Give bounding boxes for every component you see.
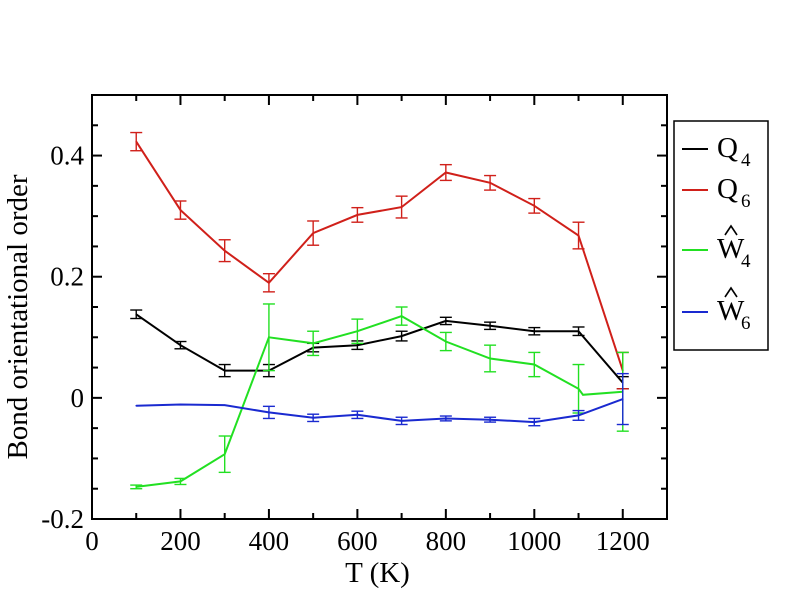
y-tick-label: 0: [71, 383, 85, 413]
legend-label-subscript: 4: [741, 150, 751, 171]
data-point-marker: [582, 394, 584, 396]
data-point: [484, 344, 497, 373]
data-point: [572, 363, 585, 414]
data-point: [528, 197, 541, 214]
data-point: [572, 326, 585, 337]
series-layer: [130, 131, 629, 490]
data-point: [439, 316, 452, 326]
data-point: [351, 206, 364, 223]
data-point: [218, 363, 231, 378]
data-point: [439, 331, 452, 352]
data-point: [528, 417, 541, 427]
x-tick-label: 1000: [507, 526, 561, 556]
legend-hat-mark: [724, 286, 738, 298]
series-line-w4: [136, 315, 623, 488]
data-point: [218, 239, 231, 263]
data-point: [174, 340, 187, 350]
x-axis-title: T (K): [345, 557, 410, 589]
data-point-marker: [179, 403, 182, 406]
axes-layer: 0 200 400 600 800 1000 1200-0.200.20.4: [41, 94, 668, 556]
data-point-marker: [135, 404, 138, 407]
data-point: [616, 372, 629, 426]
data-point: [135, 404, 138, 407]
x-tick-label: 800: [426, 526, 467, 556]
legend-label-subscript: 4: [741, 251, 751, 272]
legend-label: W: [717, 233, 745, 265]
x-tick-label: 600: [337, 526, 378, 556]
legend-label: Q: [717, 173, 738, 205]
data-point: [218, 435, 231, 474]
data-point: [174, 477, 187, 486]
y-tick-label: -0.2: [41, 504, 84, 534]
data-point: [572, 409, 585, 421]
x-tick-label: 400: [249, 526, 290, 556]
data-point: [130, 131, 143, 152]
data-point-marker: [223, 404, 226, 406]
data-point: [174, 200, 187, 220]
series-line-q6: [135, 141, 624, 371]
data-point: [439, 415, 452, 422]
data-point: [351, 318, 364, 345]
data-point: [262, 272, 275, 293]
data-point: [395, 330, 408, 342]
x-tick-label: 1200: [596, 526, 650, 556]
data-point: [130, 484, 143, 490]
legend-label: Q: [717, 132, 738, 164]
legend-label-subscript: 6: [741, 313, 751, 334]
data-point: [484, 416, 497, 423]
data-point: [307, 413, 320, 423]
data-point: [484, 174, 497, 191]
data-point: [351, 410, 364, 420]
data-point: [395, 416, 408, 426]
legend-entry-w4: W4: [682, 224, 751, 272]
data-point: [528, 326, 541, 336]
legend-entry-w6: W6: [682, 286, 751, 334]
legend-label: W: [717, 295, 745, 327]
data-point: [262, 303, 275, 372]
y-tick-label: 0.2: [50, 262, 84, 292]
legend-label-subscript: 6: [741, 191, 751, 212]
y-tick-label: 0.4: [50, 141, 84, 171]
series-line-w6: [136, 398, 624, 424]
data-point: [439, 163, 452, 182]
data-point: [395, 306, 408, 326]
data-point: [484, 321, 497, 331]
series-q6: [130, 131, 629, 390]
x-tick-label: 200: [160, 526, 201, 556]
data-point: [262, 405, 275, 420]
data-point: [223, 404, 226, 406]
data-point: [179, 403, 182, 406]
series-q4: [130, 309, 629, 390]
series-line-q4: [135, 313, 624, 384]
data-point: [307, 330, 320, 357]
data-point: [528, 351, 541, 378]
series-w6: [135, 372, 629, 427]
data-point: [572, 221, 585, 250]
data-point: [582, 394, 584, 396]
data-point: [130, 309, 143, 320]
legend-hat-mark: [724, 224, 738, 236]
data-point: [395, 195, 408, 219]
x-tick-label: 0: [85, 526, 99, 556]
plot-frame: [91, 94, 668, 520]
data-point: [307, 220, 320, 246]
y-axis-title: Bond orientational order: [2, 174, 34, 459]
